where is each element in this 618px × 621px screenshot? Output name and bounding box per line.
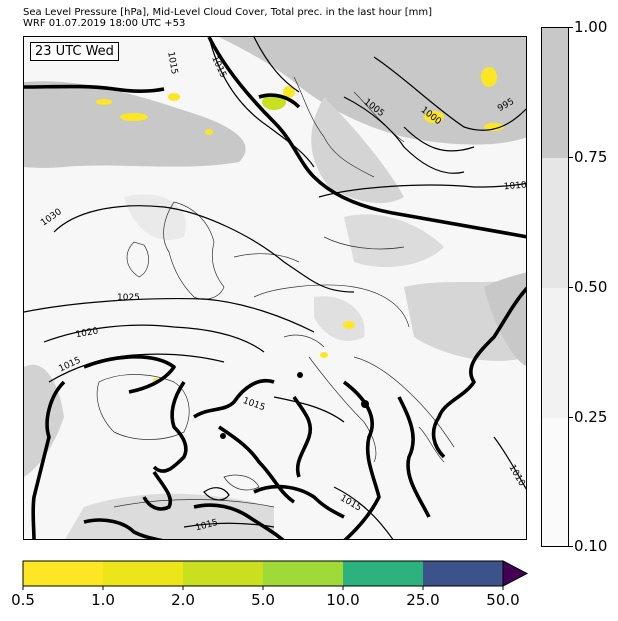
precip-tick-label: 5.0 (251, 591, 275, 609)
precip-tick-label: 25.0 (406, 591, 440, 609)
cloud-cover-tick (569, 417, 573, 418)
map-canvas: 1015 1015 1005 1000 995 1010 1030 1025 1… (24, 37, 527, 539)
isobar-label: 1015 (209, 55, 228, 80)
precipitation-colorbar (22, 560, 529, 590)
precip-tick-label: 2.0 (171, 591, 195, 609)
cloud-cover-tick (569, 287, 573, 288)
precip-tick-label: 10.0 (326, 591, 360, 609)
cloud-cover-tick (569, 157, 573, 158)
isobar-label: 1025 (117, 293, 140, 303)
precip-color-segment (183, 561, 263, 586)
cloud-cover-segment (542, 288, 568, 418)
precip-extend-arrow (502, 560, 529, 587)
isobar-label: 1010 (506, 463, 526, 488)
cloud-cover-layer (24, 37, 526, 539)
weather-map: 1015 1015 1005 1000 995 1010 1030 1025 1… (23, 36, 527, 540)
precip-color-segment (263, 561, 343, 586)
cloud-cover-segment (542, 28, 568, 158)
cloud-cover-colorbar (541, 27, 569, 547)
precip-tick-label: 1.0 (91, 591, 115, 609)
station-dots (220, 372, 369, 439)
map-subtitle: WRF 01.07.2019 18:00 UTC +53 (23, 18, 186, 29)
map-title: Sea Level Pressure [hPa], Mid-Level Clou… (23, 7, 433, 18)
precip-color-segment (23, 561, 103, 586)
cloud-cover-tick-label: 0.10 (574, 537, 608, 555)
precip-tick-label: 50.0 (486, 591, 520, 609)
cloud-cover-tick-label: 0.50 (574, 278, 608, 296)
cloud-cover-tick (569, 546, 573, 547)
isobar-label: 1015 (241, 396, 266, 413)
precip-tick-label: 0.5 (11, 591, 35, 609)
cloud-cover-segment (542, 158, 568, 288)
precip-color-segment (103, 561, 183, 586)
precip-color-segment (423, 561, 503, 586)
precip-color-segment (343, 561, 423, 586)
cloud-cover-tick-label: 1.00 (574, 18, 608, 36)
isobar-label: 1030 (39, 207, 64, 228)
cloud-cover-tick-label: 0.75 (574, 148, 608, 166)
coastlines (96, 76, 455, 508)
cloud-cover-segment (542, 418, 568, 546)
cloud-cover-tick-label: 0.25 (574, 408, 608, 426)
isobar-label: 1010 (503, 180, 527, 192)
isobar-label: 1015 (165, 51, 179, 75)
isobar-label: 1020 (75, 326, 100, 340)
cloud-cover-tick (569, 27, 573, 28)
time-label: 23 UTC Wed (30, 42, 119, 61)
precipitation-layer (96, 67, 504, 384)
